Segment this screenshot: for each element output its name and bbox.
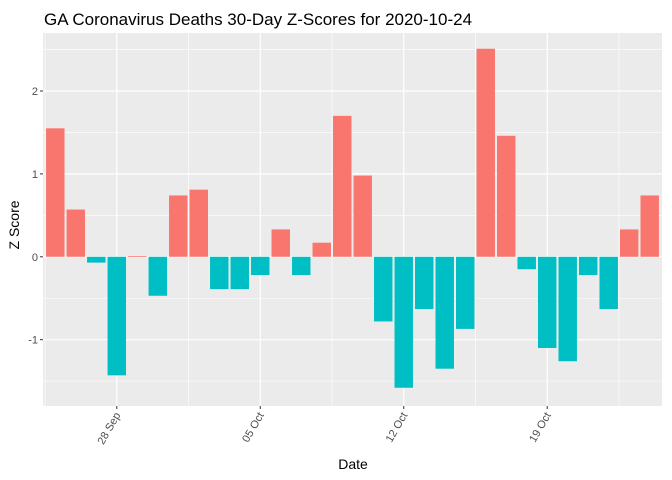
bar-2020-10-17	[497, 135, 516, 257]
x-tick-label: 28 Sep	[96, 411, 124, 447]
x-tick-label: 12 Oct	[384, 411, 411, 445]
y-tick-label: -1	[28, 335, 38, 347]
bar-2020-10-04	[230, 256, 249, 290]
bar-2020-10-12	[394, 256, 413, 388]
bar-2020-10-03	[210, 256, 229, 290]
minor-gridlines	[43, 33, 662, 406]
bars	[46, 48, 659, 388]
bar-2020-10-23	[619, 229, 639, 257]
x-axis: 28 Sep 05 Oct 12 Oct 19 Oct	[96, 406, 554, 447]
bar-2020-10-21	[578, 256, 598, 276]
bar-2020-09-28	[107, 256, 127, 376]
x-tick-label: 19 Oct	[527, 411, 554, 445]
x-axis-title: Date	[338, 456, 368, 472]
bar-2020-09-25	[46, 128, 65, 257]
bar-2020-10-24	[640, 195, 659, 257]
y-axis-title: Z Score	[6, 200, 22, 249]
bar-2020-10-13	[415, 256, 434, 310]
bar-2020-09-26	[66, 209, 86, 257]
bar-2020-10-05	[251, 256, 270, 276]
bar-2020-10-22	[599, 256, 618, 310]
bar-2020-10-11	[374, 256, 393, 322]
bar-2020-10-14	[435, 256, 454, 369]
y-tick-label: 0	[32, 252, 38, 264]
y-axis: -1 0 1 2	[28, 86, 43, 347]
bar-2020-10-10	[353, 175, 372, 257]
chart-title: GA Coronavirus Deaths 30-Day Z-Scores fo…	[44, 10, 472, 29]
bar-2020-10-06	[271, 229, 290, 257]
y-tick-label: 2	[32, 86, 38, 98]
y-tick-label: 1	[32, 169, 38, 181]
bar-2020-10-20	[558, 256, 577, 362]
x-tick-label: 05 Oct	[240, 411, 267, 445]
bar-2020-10-01	[169, 195, 188, 257]
bar-2020-10-18	[517, 256, 536, 270]
bar-2020-10-16	[476, 48, 495, 257]
bar-2020-10-08	[312, 242, 331, 257]
bar-2020-09-29	[128, 255, 147, 257]
bar-2020-09-30	[148, 256, 168, 296]
bar-2020-10-15	[456, 256, 475, 329]
bar-2020-10-02	[189, 189, 208, 257]
bar-2020-09-27	[87, 256, 106, 263]
bar-2020-10-09	[333, 115, 352, 257]
bar-2020-10-07	[292, 256, 311, 276]
bar-2020-10-19	[537, 256, 557, 348]
